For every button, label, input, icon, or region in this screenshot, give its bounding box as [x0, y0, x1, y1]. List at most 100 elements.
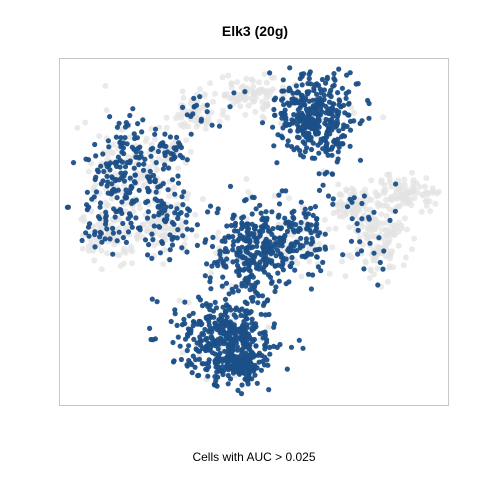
active-cell-point [207, 203, 214, 209]
active-cell-point [285, 138, 291, 144]
active-cell-point [196, 348, 203, 354]
active-cell-point [269, 209, 275, 215]
active-cell-point [275, 214, 281, 220]
active-cell-point [242, 327, 248, 333]
active-cell-point [118, 207, 124, 213]
active-cell-point [276, 192, 282, 198]
inactive-cell-point [348, 185, 355, 192]
inactive-cell-point [102, 82, 109, 89]
active-cell-point [247, 346, 253, 352]
inactive-cell-point [248, 76, 255, 83]
active-cell-point [188, 131, 194, 137]
active-cell-point [204, 109, 210, 115]
active-cell-point [231, 212, 237, 219]
active-cell-point [315, 233, 321, 239]
inactive-cell-point [345, 252, 352, 259]
active-cell-point [105, 179, 111, 185]
active-cell-point [120, 235, 126, 241]
inactive-cell-point [166, 193, 173, 200]
active-cell-point [206, 329, 212, 335]
active-cell-point [306, 89, 312, 95]
active-cell-point [299, 253, 305, 259]
active-cell-point [129, 144, 135, 150]
active-cell-point [335, 90, 341, 96]
active-cell-point [225, 372, 231, 379]
inactive-cell-point [202, 125, 209, 132]
active-cell-point [236, 272, 242, 278]
active-cell-point [127, 190, 133, 196]
active-cell-point [151, 223, 157, 229]
active-cell-point [102, 236, 108, 242]
active-cell-point [286, 279, 292, 285]
active-cell-point [215, 337, 221, 343]
active-cell-point [119, 175, 125, 181]
active-cell-point [145, 185, 151, 191]
active-cell-point [151, 213, 157, 219]
active-cell-point [179, 194, 185, 200]
inactive-cell-point [128, 260, 135, 267]
active-cell-point [347, 127, 354, 133]
active-cell-point [312, 155, 318, 161]
active-cell-point [118, 170, 124, 176]
active-cell-point [319, 76, 325, 83]
x-axis-label: Cells with AUC > 0.025 [192, 450, 315, 464]
active-cell-point [137, 225, 143, 231]
inactive-cell-point [342, 273, 349, 280]
inactive-cell-point [435, 188, 442, 195]
active-cell-point [315, 82, 322, 88]
active-cell-point [226, 367, 232, 373]
active-cell-point [272, 288, 278, 295]
inactive-cell-point [85, 247, 92, 254]
active-cell-point [142, 156, 148, 162]
inactive-cell-point [143, 228, 150, 235]
active-cell-point [199, 361, 205, 367]
active-cell-point [248, 245, 254, 251]
active-cell-point [190, 111, 196, 117]
active-cell-point [107, 114, 113, 120]
inactive-cell-point [215, 229, 222, 236]
active-cell-point [147, 174, 153, 180]
active-cell-point [127, 112, 133, 119]
active-cell-point [172, 307, 178, 313]
active-cell-point [279, 264, 285, 270]
active-cell-point [308, 241, 314, 247]
active-cell-point [191, 319, 197, 325]
inactive-cell-point [161, 247, 168, 253]
inactive-cell-point [245, 102, 252, 109]
active-cell-point [283, 117, 289, 123]
active-cell-point [312, 204, 318, 210]
active-cell-point [299, 92, 305, 99]
inactive-cell-point [162, 227, 169, 234]
active-cell-point [359, 118, 365, 124]
inactive-cell-point [378, 177, 385, 184]
active-cell-point [252, 372, 258, 378]
active-cell-point [217, 321, 223, 328]
active-cell-point [336, 109, 342, 115]
active-cell-point [296, 337, 302, 343]
inactive-cell-point [388, 193, 395, 200]
active-cell-point [297, 242, 303, 248]
inactive-cell-point [80, 213, 87, 220]
active-cell-point [219, 283, 225, 289]
active-cell-point [266, 387, 272, 393]
active-cell-point [106, 144, 112, 150]
active-cell-point [371, 209, 377, 215]
active-cell-point [309, 235, 315, 242]
active-cell-point [239, 221, 245, 227]
inactive-cell-point [187, 148, 194, 155]
active-cell-point [184, 157, 190, 163]
active-cell-point [162, 131, 168, 137]
active-cell-point [259, 120, 266, 126]
inactive-cell-point [383, 212, 390, 219]
inactive-cell-point [338, 192, 345, 199]
active-cell-point [175, 215, 181, 221]
active-cell-point [253, 206, 259, 212]
active-cell-point [376, 235, 382, 241]
active-cell-point [127, 213, 134, 219]
active-cell-point [189, 370, 195, 376]
active-cell-point [300, 131, 307, 137]
active-cell-point [310, 272, 316, 278]
active-cell-point [239, 225, 245, 232]
active-cell-point [175, 180, 182, 186]
active-cell-point [147, 179, 153, 185]
